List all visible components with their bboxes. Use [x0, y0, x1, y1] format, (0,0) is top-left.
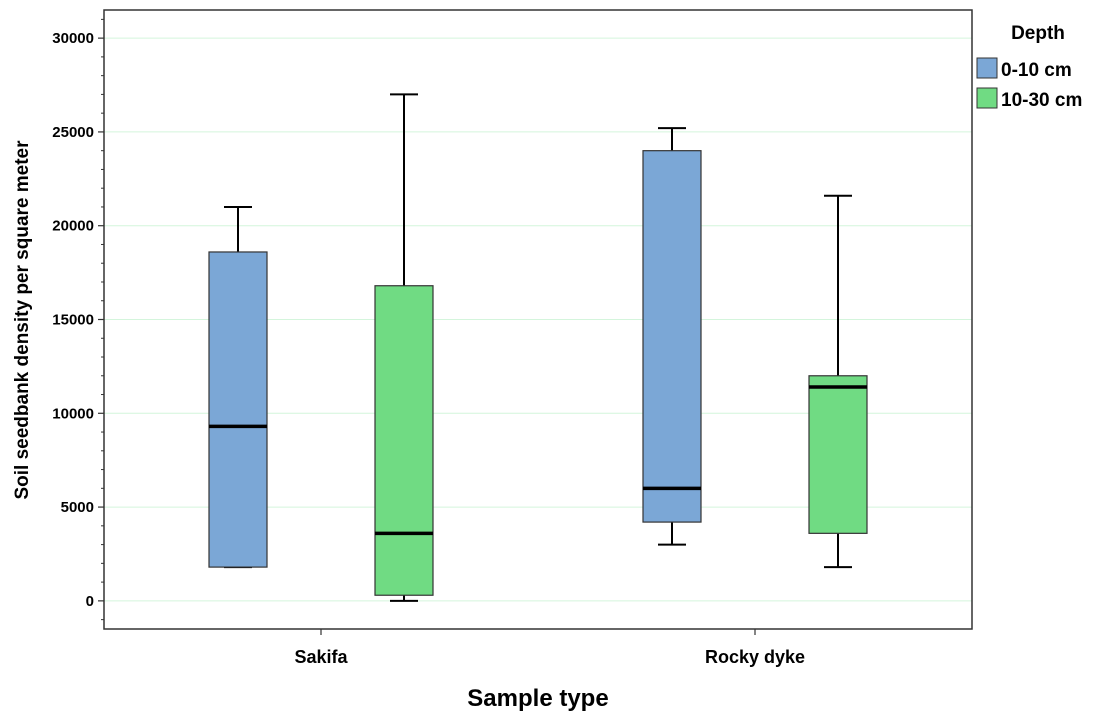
y-tick-label-20000: 20000 [52, 218, 94, 235]
x-axis-title: Sample type [467, 685, 608, 712]
box-sakifa-10-30-cm [374, 93, 434, 602]
legend-label-0-10-cm: 0-10 cm [1001, 60, 1072, 81]
legend-swatch-0-10-cm [976, 57, 998, 79]
box-iqr [642, 150, 702, 523]
legend-label-10-30-cm: 10-30 cm [1001, 90, 1082, 111]
y-tick-label-25000: 25000 [52, 124, 94, 141]
x-axis: Sakifa Rocky dyke [294, 629, 805, 667]
legend-title: Depth [1011, 23, 1065, 44]
box-rocky-dyke-10-30-cm [808, 194, 868, 569]
boxes [208, 93, 868, 602]
y-tick-label-30000: 30000 [52, 30, 94, 47]
box-iqr [208, 251, 268, 568]
y-tick-label-10000: 10000 [52, 405, 94, 422]
y-tick-label-5000: 5000 [61, 499, 94, 516]
y-axis-title: Soil seedbank density per square meter [12, 140, 33, 500]
box-iqr [808, 375, 868, 534]
y-tick-label-15000: 15000 [52, 312, 94, 329]
legend-swatch-10-30-cm [976, 87, 998, 109]
box-iqr [374, 285, 434, 596]
y-axis: 0 5000 10000 15000 20000 25000 30000 [52, 18, 104, 621]
legend: Depth 0-10 cm 10-30 cm [976, 23, 1082, 111]
y-tick-label-0: 0 [86, 593, 94, 610]
x-tick-label: Rocky dyke [705, 647, 805, 667]
box-sakifa-0-10-cm [208, 205, 268, 569]
x-tick-label: Sakifa [294, 647, 348, 667]
box-rocky-dyke-0-10-cm [642, 127, 702, 546]
